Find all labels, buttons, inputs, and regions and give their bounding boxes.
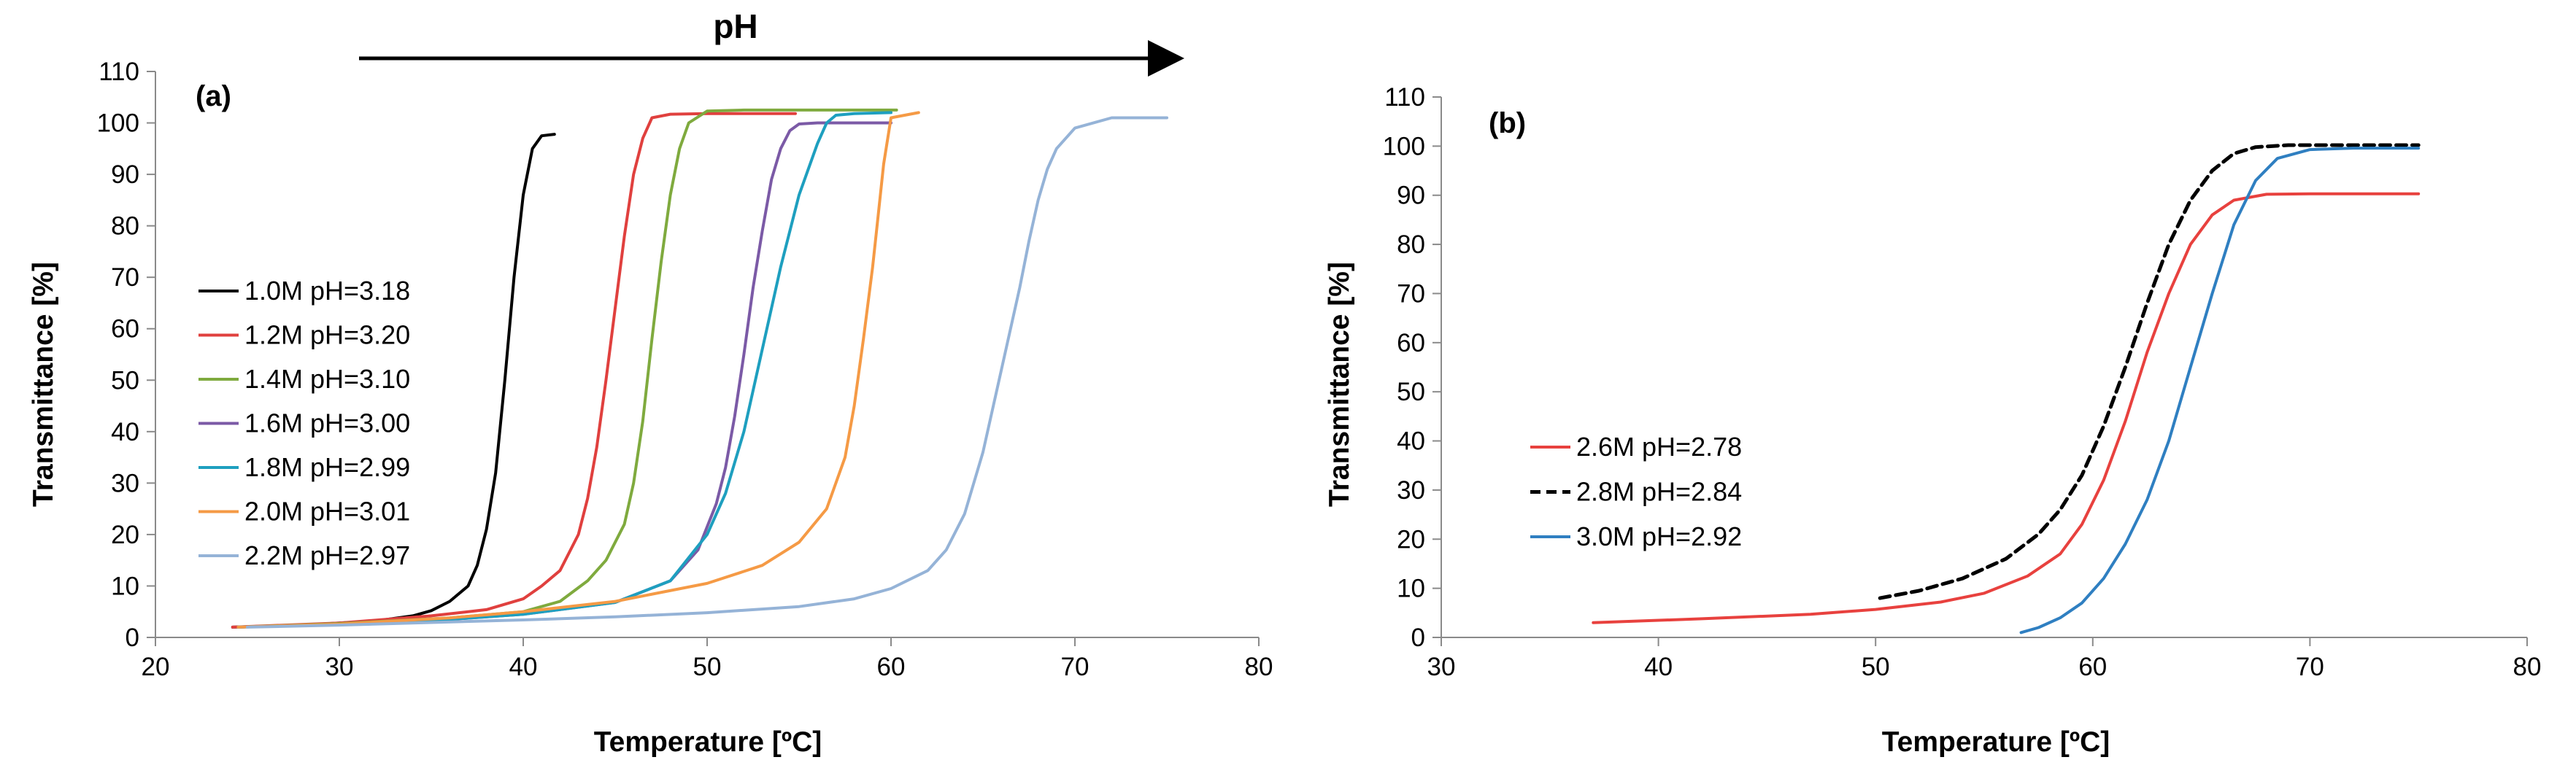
y-tick-label: 110 bbox=[1384, 83, 1425, 112]
series-group-a bbox=[231, 108, 1168, 629]
legend-a: 1.0M pH=3.18 1.2M pH=3.20 1.4M pH=3.10 1.6M… bbox=[198, 276, 410, 570]
y-tick-label: 80 bbox=[111, 212, 139, 241]
legend-label: 1.8M pH=2.99 bbox=[244, 452, 410, 482]
y-tick-label: 50 bbox=[1397, 378, 1425, 406]
y-tick-label: 40 bbox=[1397, 427, 1425, 456]
series-line-a-5 bbox=[236, 111, 920, 629]
y-tick-label: 0 bbox=[126, 624, 139, 652]
x-tick-label: 20 bbox=[142, 653, 170, 681]
legend-b: 2.6M pH=2.78 2.8M pH=2.84 3.0M pH=2.92 bbox=[1530, 432, 1742, 551]
legend-label: 3.0M pH=2.92 bbox=[1576, 521, 1742, 551]
series-line-b-1 bbox=[1878, 143, 2421, 600]
legend-label: 2.8M pH=2.84 bbox=[1576, 477, 1742, 507]
axes-b: 0 10 20 30 40 50 60 70 80 90 100 110 30 40 50 60 70 80 bbox=[1383, 83, 2542, 681]
x-tick-label: 30 bbox=[325, 653, 354, 681]
x-tick-label: 40 bbox=[1644, 653, 1673, 681]
y-tick-label: 90 bbox=[1397, 182, 1425, 210]
y-tick-label: 30 bbox=[1397, 476, 1425, 505]
panel-label-b: (b) bbox=[1489, 107, 1526, 139]
y-tick-label: 100 bbox=[1383, 132, 1425, 160]
y-tick-label: 10 bbox=[111, 572, 139, 600]
y-tick-label: 60 bbox=[111, 315, 139, 344]
x-tick-label: 40 bbox=[509, 653, 538, 681]
y-tick-label: 0 bbox=[1411, 624, 1425, 652]
y-tick-label: 40 bbox=[111, 418, 139, 446]
y-tick-label: 100 bbox=[97, 109, 139, 138]
ph-arrow-label: pH bbox=[713, 7, 757, 45]
x-tick-label: 50 bbox=[693, 653, 722, 681]
y-tick-label: 70 bbox=[111, 263, 139, 292]
y-tick-label: 10 bbox=[1397, 575, 1425, 603]
x-tick-label: 80 bbox=[1245, 653, 1273, 681]
y-tick-label: 110 bbox=[99, 58, 139, 86]
series-line-a-1 bbox=[231, 112, 797, 629]
y-tick-label: 60 bbox=[1397, 329, 1425, 357]
series-line-a-6 bbox=[246, 116, 1168, 629]
x-tick-label: 70 bbox=[2296, 653, 2324, 681]
ph-arrow-group: pH bbox=[359, 7, 1184, 77]
axes-a: 0 10 20 30 40 50 60 70 80 90 100 110 20 30 40 50 60 70 80 bbox=[97, 58, 1273, 681]
x-tick-label: 80 bbox=[2513, 653, 2542, 681]
legend-label: 1.6M pH=3.00 bbox=[244, 408, 410, 438]
x-tick-label: 30 bbox=[1427, 653, 1456, 681]
y-tick-label: 50 bbox=[111, 366, 139, 395]
legend-label: 2.6M pH=2.78 bbox=[1576, 432, 1742, 462]
series-group-b bbox=[1592, 143, 2421, 635]
x-axis-title-a: Temperature [ºC] bbox=[594, 726, 822, 758]
series-line-b-2 bbox=[2019, 147, 2421, 635]
legend-label: 1.4M pH=3.10 bbox=[244, 364, 410, 394]
x-tick-label: 60 bbox=[877, 653, 906, 681]
chart-panel-b: (b) 0 10 20 30 40 50 60 70 80 90 100 110 30 40 50 60 70 8… bbox=[1324, 83, 2541, 758]
chart-panel-a: (a) 0 10 20 30 40 50 60 70 80 90 100 110 20 30 40 50 60 7… bbox=[28, 58, 1273, 758]
x-tick-label: 50 bbox=[1862, 653, 1890, 681]
legend-label: 1.0M pH=3.18 bbox=[244, 276, 410, 306]
x-axis-title-b: Temperature [ºC] bbox=[1882, 726, 2110, 758]
y-axis-title-b: Transmittance [%] bbox=[1324, 262, 1355, 507]
y-axis-title-a: Transmittance [%] bbox=[28, 262, 59, 507]
x-tick-label: 60 bbox=[2078, 653, 2107, 681]
x-tick-label: 70 bbox=[1061, 653, 1090, 681]
legend-label: 2.2M pH=2.97 bbox=[244, 540, 410, 570]
panel-label-a: (a) bbox=[196, 80, 231, 112]
legend-label: 1.2M pH=3.20 bbox=[244, 320, 410, 350]
y-tick-label: 20 bbox=[111, 521, 139, 549]
series-line-b-0 bbox=[1592, 192, 2421, 624]
legend-label: 2.0M pH=3.01 bbox=[244, 497, 410, 527]
y-tick-label: 80 bbox=[1397, 230, 1425, 259]
y-tick-label: 30 bbox=[111, 469, 139, 497]
series-line-a-4 bbox=[236, 111, 892, 629]
y-tick-label: 20 bbox=[1397, 525, 1425, 554]
y-tick-label: 90 bbox=[111, 160, 139, 189]
y-tick-label: 70 bbox=[1397, 279, 1425, 308]
